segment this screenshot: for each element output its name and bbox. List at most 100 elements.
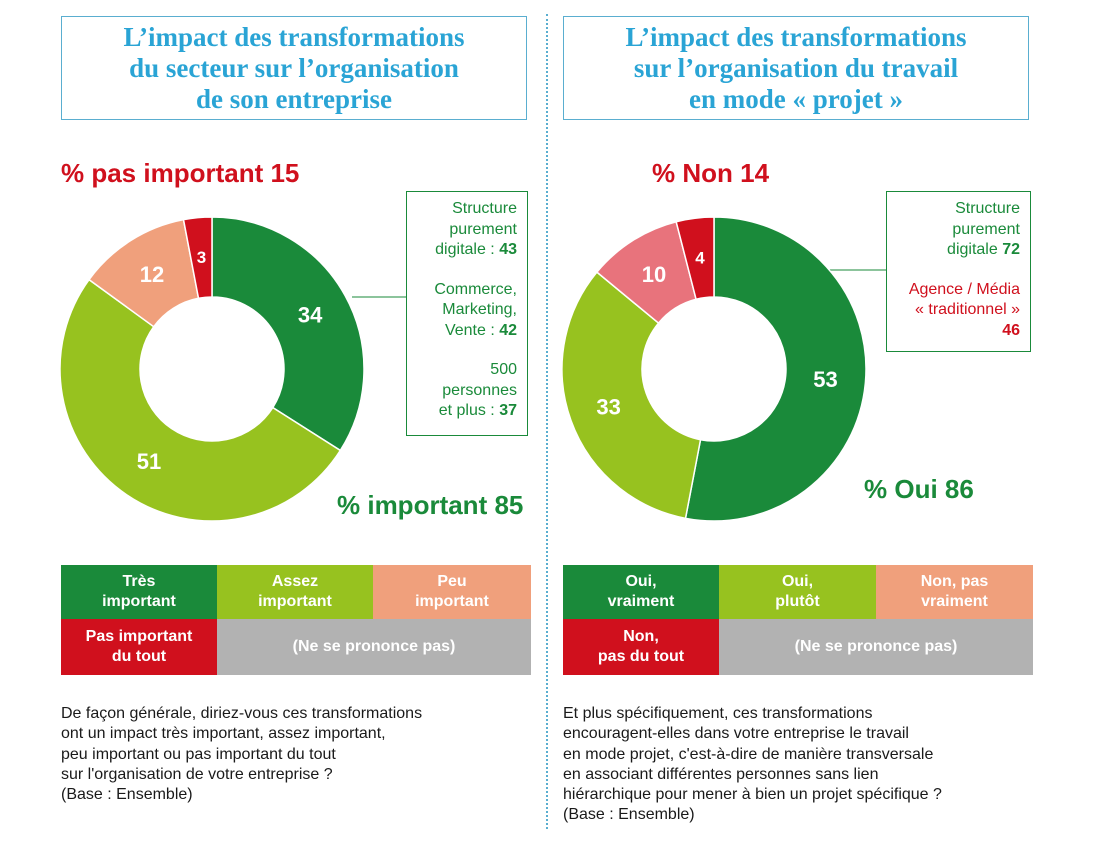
right-callout-2-value: 46 bbox=[1002, 321, 1020, 339]
left-donut-chart: 34 51 12 3 bbox=[59, 216, 407, 522]
left-callout-1-line-2: purement bbox=[449, 220, 517, 238]
left-question-line-5: (Base : Ensemble) bbox=[61, 786, 193, 804]
right-donut-slice-label-4: 4 bbox=[695, 248, 705, 267]
right-donut-slice-2 bbox=[561, 271, 702, 520]
left-callout-item-1: Structure purement digitale : 43 bbox=[417, 199, 517, 261]
left-donut-slice-label-1: 34 bbox=[298, 303, 323, 328]
right-title: L’impact des transformations sur l’organ… bbox=[626, 22, 967, 115]
left-callout-1-line-3: digitale : bbox=[435, 241, 500, 258]
right-question-line-3: en mode projet, c'est-à-dire de manière … bbox=[563, 745, 934, 763]
left-callout-3-value: 37 bbox=[499, 402, 517, 419]
left-legend-very-line-1: Très bbox=[122, 573, 156, 590]
right-question: Et plus spécifiquement, ces transformati… bbox=[563, 704, 1033, 826]
right-title-line-3: en mode « projet » bbox=[689, 83, 903, 114]
left-donut-slice-label-2: 51 bbox=[137, 449, 161, 474]
right-callout: Structure purement digitale 72 Agence / … bbox=[886, 191, 1031, 352]
right-negative-total: % Non 14 bbox=[652, 158, 770, 188]
right-callout-item-1: Structure purement digitale 72 bbox=[897, 199, 1020, 261]
left-legend-very-important: Très important bbox=[61, 565, 217, 619]
left-legend-little-line-1: Peu bbox=[437, 573, 467, 590]
right-question-line-5: hiérarchique pour mener à bien un projet… bbox=[563, 786, 942, 804]
left-title-line-3: de son entreprise bbox=[196, 83, 392, 114]
left-donut-slice-label-3: 12 bbox=[140, 262, 164, 287]
left-legend-no-answer-label: (Ne se prononce pas) bbox=[292, 638, 456, 655]
left-title-box: L’impact des transformations du secteur … bbox=[61, 16, 527, 120]
left-callout-1-value: 43 bbox=[499, 241, 517, 258]
left-question-line-2: ont un impact très important, assez impo… bbox=[61, 725, 386, 743]
right-callout-2-line-1: Agence / Média bbox=[908, 280, 1020, 298]
right-donut-slice-4 bbox=[675, 216, 715, 301]
right-legend-fairly-line-1: Oui, bbox=[781, 573, 814, 590]
left-callout: Structure purement digitale : 43 Commerc… bbox=[406, 191, 528, 436]
right-donut-slice-label-2: 33 bbox=[596, 394, 620, 419]
right-legend-no-answer-label: (Ne se prononce pas) bbox=[794, 638, 958, 655]
left-panel: L’impact des transformations du secteur … bbox=[0, 0, 540, 841]
left-callout-3-line-1: 500 bbox=[490, 361, 517, 378]
left-legend-fairly-line-1: Assez bbox=[271, 573, 319, 590]
left-callout-2-line-2: Marketing, bbox=[442, 301, 517, 318]
right-donut-slice-label-1: 53 bbox=[813, 367, 837, 392]
right-callout-item-2: Agence / Média « traditionnel » 46 bbox=[897, 280, 1020, 342]
right-legend-not-line-2: pas du tout bbox=[597, 648, 685, 665]
right-legend-fairly-line-2: plutôt bbox=[775, 593, 820, 610]
left-callout-3-line-2: personnes bbox=[442, 381, 517, 399]
left-question-line-4: sur l'organisation de votre entreprise ? bbox=[61, 765, 333, 783]
right-legend-no-answer: (Ne se prononce pas) bbox=[719, 619, 1033, 675]
right-title-box: L’impact des transformations sur l’organ… bbox=[563, 16, 1029, 120]
left-question: De façon générale, diriez-vous ces trans… bbox=[61, 704, 531, 805]
left-legend-no-answer: (Ne se prononce pas) bbox=[217, 619, 531, 675]
left-callout-item-3: 500 personnes et plus : 37 bbox=[417, 360, 517, 422]
left-donut-slice-1 bbox=[211, 216, 365, 452]
right-legend-very-line-1: Oui, bbox=[625, 573, 657, 590]
left-donut-slice-label-4: 3 bbox=[197, 248, 206, 267]
left-title-line-1: L’impact des transformations bbox=[123, 21, 465, 52]
right-legend-little-line-1: Non, pas bbox=[920, 573, 989, 590]
right-legend: Oui, vraiment Oui, plutôt Non, pas vraim… bbox=[563, 565, 1033, 675]
left-question-line-1: De façon générale, diriez-vous ces trans… bbox=[61, 705, 423, 722]
right-legend-not-really: Non, pas vraiment bbox=[876, 565, 1033, 619]
right-callout-2-line-2: « traditionnel » bbox=[915, 301, 1020, 318]
left-callout-2-line-3: Vente : bbox=[444, 321, 500, 339]
left-legend-fairly-important: Assez important bbox=[217, 565, 373, 619]
left-title-line-2: du secteur sur l’organisation bbox=[129, 52, 459, 83]
right-legend-not-at-all: Non, pas du tout bbox=[563, 619, 719, 675]
right-donut-chart: 53 33 10 4 bbox=[561, 216, 887, 522]
left-callout-2-value: 42 bbox=[499, 321, 517, 339]
right-question-line-2: encouragent-elles dans votre entreprise … bbox=[563, 725, 909, 743]
left-question-line-3: peu important ou pas important du tout bbox=[61, 745, 336, 763]
right-legend-very-line-2: vraiment bbox=[607, 593, 675, 610]
left-legend-little-line-2: important bbox=[415, 593, 489, 610]
left-title: L’impact des transformations du secteur … bbox=[124, 22, 465, 115]
left-negative-total: % pas important 15 bbox=[61, 158, 300, 188]
left-callout-2-line-1: Commerce, bbox=[434, 280, 517, 298]
right-title-line-1: L’impact des transformations bbox=[625, 21, 967, 52]
right-positive-total: % Oui 86 bbox=[864, 474, 974, 504]
right-question-line-1: Et plus spécifiquement, ces transformati… bbox=[563, 705, 873, 722]
left-legend-not-important: Pas important du tout bbox=[61, 619, 217, 675]
left-legend-not-line-2: du tout bbox=[111, 648, 167, 665]
right-legend-yes-really: Oui, vraiment bbox=[563, 565, 719, 619]
left-donut-slice-4 bbox=[182, 216, 213, 300]
left-legend: Très important Assez important Peu impor… bbox=[61, 565, 531, 675]
right-callout-1-line-2: purement bbox=[952, 220, 1020, 238]
left-callout-item-2: Commerce, Marketing, Vente : 42 bbox=[417, 280, 517, 342]
right-callout-1-line-3: digitale bbox=[947, 241, 1003, 258]
right-callout-1-value: 72 bbox=[1002, 241, 1020, 258]
right-donut-slice-1 bbox=[684, 216, 867, 522]
right-question-line-4: en associant différentes personnes sans … bbox=[563, 765, 879, 783]
left-positive-total: % important 85 bbox=[337, 490, 524, 520]
left-donut-slice-2 bbox=[59, 278, 342, 522]
right-legend-little-line-2: vraiment bbox=[921, 593, 988, 610]
right-title-line-2: sur l’organisation du travail bbox=[633, 52, 959, 83]
left-legend-little-important: Peu important bbox=[373, 565, 531, 619]
left-legend-not-line-1: Pas important bbox=[85, 628, 193, 645]
left-callout-1-line-1: Structure bbox=[452, 200, 517, 217]
right-question-line-6: (Base : Ensemble) bbox=[563, 806, 695, 824]
left-legend-very-line-2: important bbox=[102, 593, 176, 610]
left-callout-3-line-3: et plus : bbox=[438, 402, 500, 419]
panel-divider bbox=[546, 14, 548, 829]
right-donut-slice-label-3: 10 bbox=[642, 262, 666, 287]
left-legend-fairly-line-2: important bbox=[258, 593, 332, 610]
right-legend-not-line-1: Non, bbox=[623, 628, 659, 645]
right-panel: L’impact des transformations sur l’organ… bbox=[548, 0, 1088, 841]
